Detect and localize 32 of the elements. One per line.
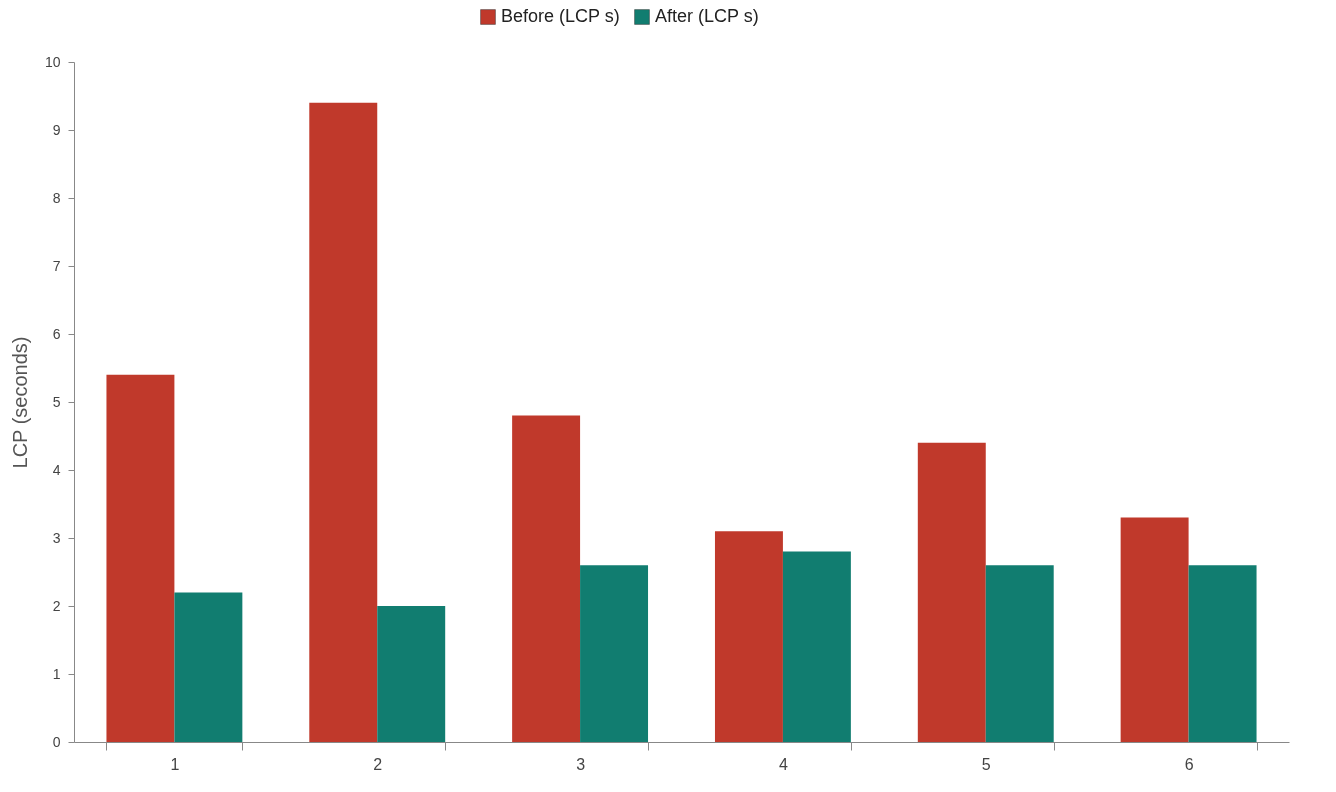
- y-tick-label: 8: [52, 189, 61, 206]
- bar: [512, 415, 581, 742]
- y-tick-label: 9: [52, 121, 61, 138]
- y-tick-label: 4: [52, 461, 61, 478]
- x-tick-label: 2: [373, 755, 383, 773]
- bar: [985, 565, 1054, 742]
- y-tick-label: 6: [52, 325, 61, 342]
- y-tick-label: 5: [52, 393, 61, 410]
- y-tick-label: 0: [52, 733, 61, 750]
- y-tick-label: 7: [52, 257, 61, 274]
- bar: [1188, 565, 1257, 742]
- y-tick-label: 1: [52, 665, 61, 682]
- bar: [917, 442, 986, 742]
- bar: [714, 531, 783, 742]
- x-tick-label: 6: [1184, 755, 1194, 773]
- legend-label: Before (LCP s): [501, 6, 620, 26]
- bar: [782, 551, 851, 742]
- y-tick-label: 10: [44, 53, 61, 70]
- bar: [174, 592, 243, 742]
- bar: [377, 606, 446, 742]
- bar: [580, 565, 649, 742]
- y-tick-label: 3: [52, 529, 61, 546]
- bar: [1120, 517, 1189, 742]
- x-tick-label: 3: [576, 755, 586, 773]
- bar: [309, 102, 378, 742]
- y-axis-title: LCP (seconds): [8, 336, 31, 469]
- legend-label: After (LCP s): [655, 6, 759, 26]
- x-tick-label: 1: [170, 755, 180, 773]
- y-tick-label: 2: [52, 597, 61, 614]
- x-tick-label: 4: [778, 755, 788, 773]
- x-tick-label: 5: [981, 755, 991, 773]
- bar: [106, 374, 175, 742]
